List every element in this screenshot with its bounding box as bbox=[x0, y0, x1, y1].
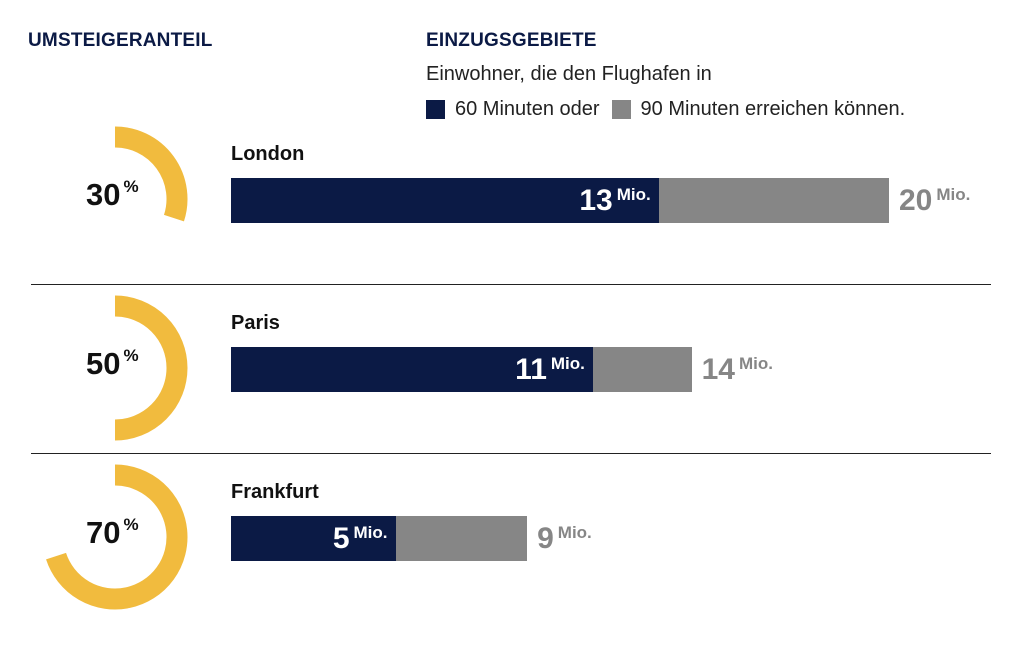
value-label-90-frankfurt: 9 Mio. bbox=[537, 522, 592, 555]
bar-60-frankfurt: 5 Mio. bbox=[231, 516, 396, 561]
divider bbox=[31, 453, 991, 454]
legend-swatch-60 bbox=[426, 99, 445, 119]
row-frankfurt: 70% Frankfurt 5 Mio. 9 Mio. bbox=[0, 462, 1019, 631]
percent-label-paris: 50% bbox=[86, 346, 139, 382]
percent-symbol-frankfurt: % bbox=[123, 515, 139, 534]
divider bbox=[31, 284, 991, 285]
row-london: 30% London 13 Mio. 20 Mio. bbox=[0, 124, 1019, 293]
value-label-90-london: 20 Mio. bbox=[899, 184, 971, 217]
value-label-60-frankfurt: 5 Mio. bbox=[332, 522, 388, 555]
donut-arc-paris bbox=[114, 295, 188, 441]
bar-60-paris: 11 Mio. bbox=[231, 347, 593, 392]
city-label-london: London bbox=[231, 143, 305, 165]
percent-value-paris: 50 bbox=[86, 346, 121, 381]
umsteigeranteil-title: UMSTEIGERANTEIL bbox=[28, 30, 213, 51]
value-label-60-paris: 11 Mio. bbox=[515, 353, 585, 386]
row-paris: 50% Paris 11 Mio. 14 Mio. bbox=[0, 293, 1019, 462]
percent-value-frankfurt: 70 bbox=[86, 515, 121, 550]
percent-label-london: 30% bbox=[86, 177, 139, 213]
donut-arc-frankfurt bbox=[46, 464, 188, 610]
einzugsgebiete-title: EINZUGSGEBIETE bbox=[426, 30, 597, 51]
legend: 60 Minuten oder 90 Minuten erreichen kön… bbox=[426, 97, 917, 121]
percent-symbol-london: % bbox=[123, 177, 139, 196]
donut-frankfurt bbox=[46, 464, 188, 610]
legend-item-90: 90 Minuten erreichen können. bbox=[611, 97, 906, 121]
percent-label-frankfurt: 70% bbox=[86, 515, 139, 551]
percent-value-london: 30 bbox=[86, 177, 121, 212]
city-label-paris: Paris bbox=[231, 312, 280, 334]
value-label-90-paris: 14 Mio. bbox=[701, 353, 773, 386]
value-label-60-london: 13 Mio. bbox=[579, 184, 651, 217]
legend-label-90: 90 Minuten erreichen können. bbox=[640, 97, 906, 120]
legend-swatch-90 bbox=[611, 99, 631, 119]
donut-london bbox=[114, 126, 188, 222]
legend-label-60: 60 Minuten oder bbox=[455, 97, 600, 120]
percent-symbol-paris: % bbox=[123, 346, 139, 365]
bar-60-london: 13 Mio. bbox=[231, 178, 659, 223]
donut-paris bbox=[114, 295, 188, 441]
legend-item-60: 60 Minuten oder bbox=[426, 98, 600, 121]
donut-arc-london bbox=[114, 126, 188, 222]
chart-subtitle: Einwohner, die den Flughafen in bbox=[426, 63, 712, 85]
city-label-frankfurt: Frankfurt bbox=[231, 481, 319, 503]
